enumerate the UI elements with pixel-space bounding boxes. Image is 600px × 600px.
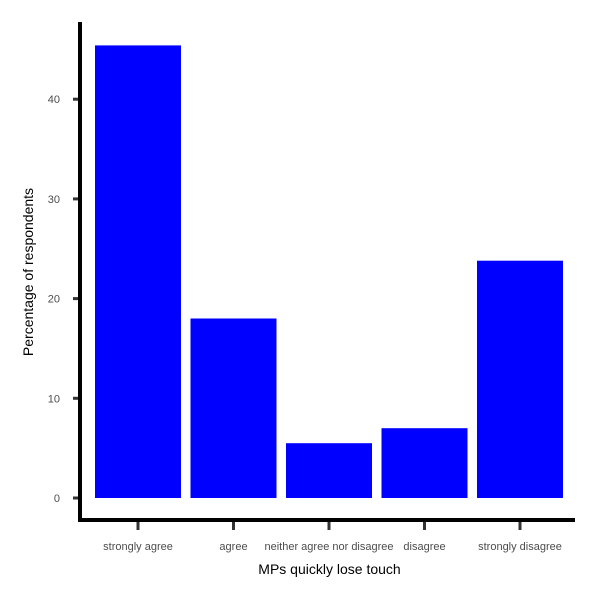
x-tick-label-2: neither agree nor disagree — [264, 541, 393, 553]
y-tick-label-0: 0 — [54, 493, 60, 505]
bars-group — [95, 45, 563, 499]
bar-2 — [286, 443, 372, 498]
bar-1 — [190, 318, 277, 498]
y-tick-label-4: 40 — [48, 94, 60, 106]
bar-4 — [477, 260, 563, 498]
y-tick-label-3: 30 — [48, 194, 60, 206]
x-tick-label-4: strongly disagree — [478, 541, 562, 553]
y-axis-title: Percentage of respondents — [20, 188, 36, 356]
x-axis-title: MPs quickly lose touch — [258, 561, 400, 577]
bar-0 — [95, 45, 181, 499]
y-tick-label-2: 20 — [48, 294, 60, 306]
y-tick-label-1: 10 — [48, 393, 60, 405]
x-tick-label-0: strongly agree — [103, 541, 173, 553]
bar-3 — [381, 428, 468, 498]
y-axis-ticks: 0 10 20 30 40 — [48, 94, 80, 505]
x-axis-ticks: strongly agree agree neither agree nor dis… — [103, 521, 562, 553]
x-tick-label-1: agree — [219, 541, 247, 553]
x-tick-label-3: disagree — [403, 541, 445, 553]
